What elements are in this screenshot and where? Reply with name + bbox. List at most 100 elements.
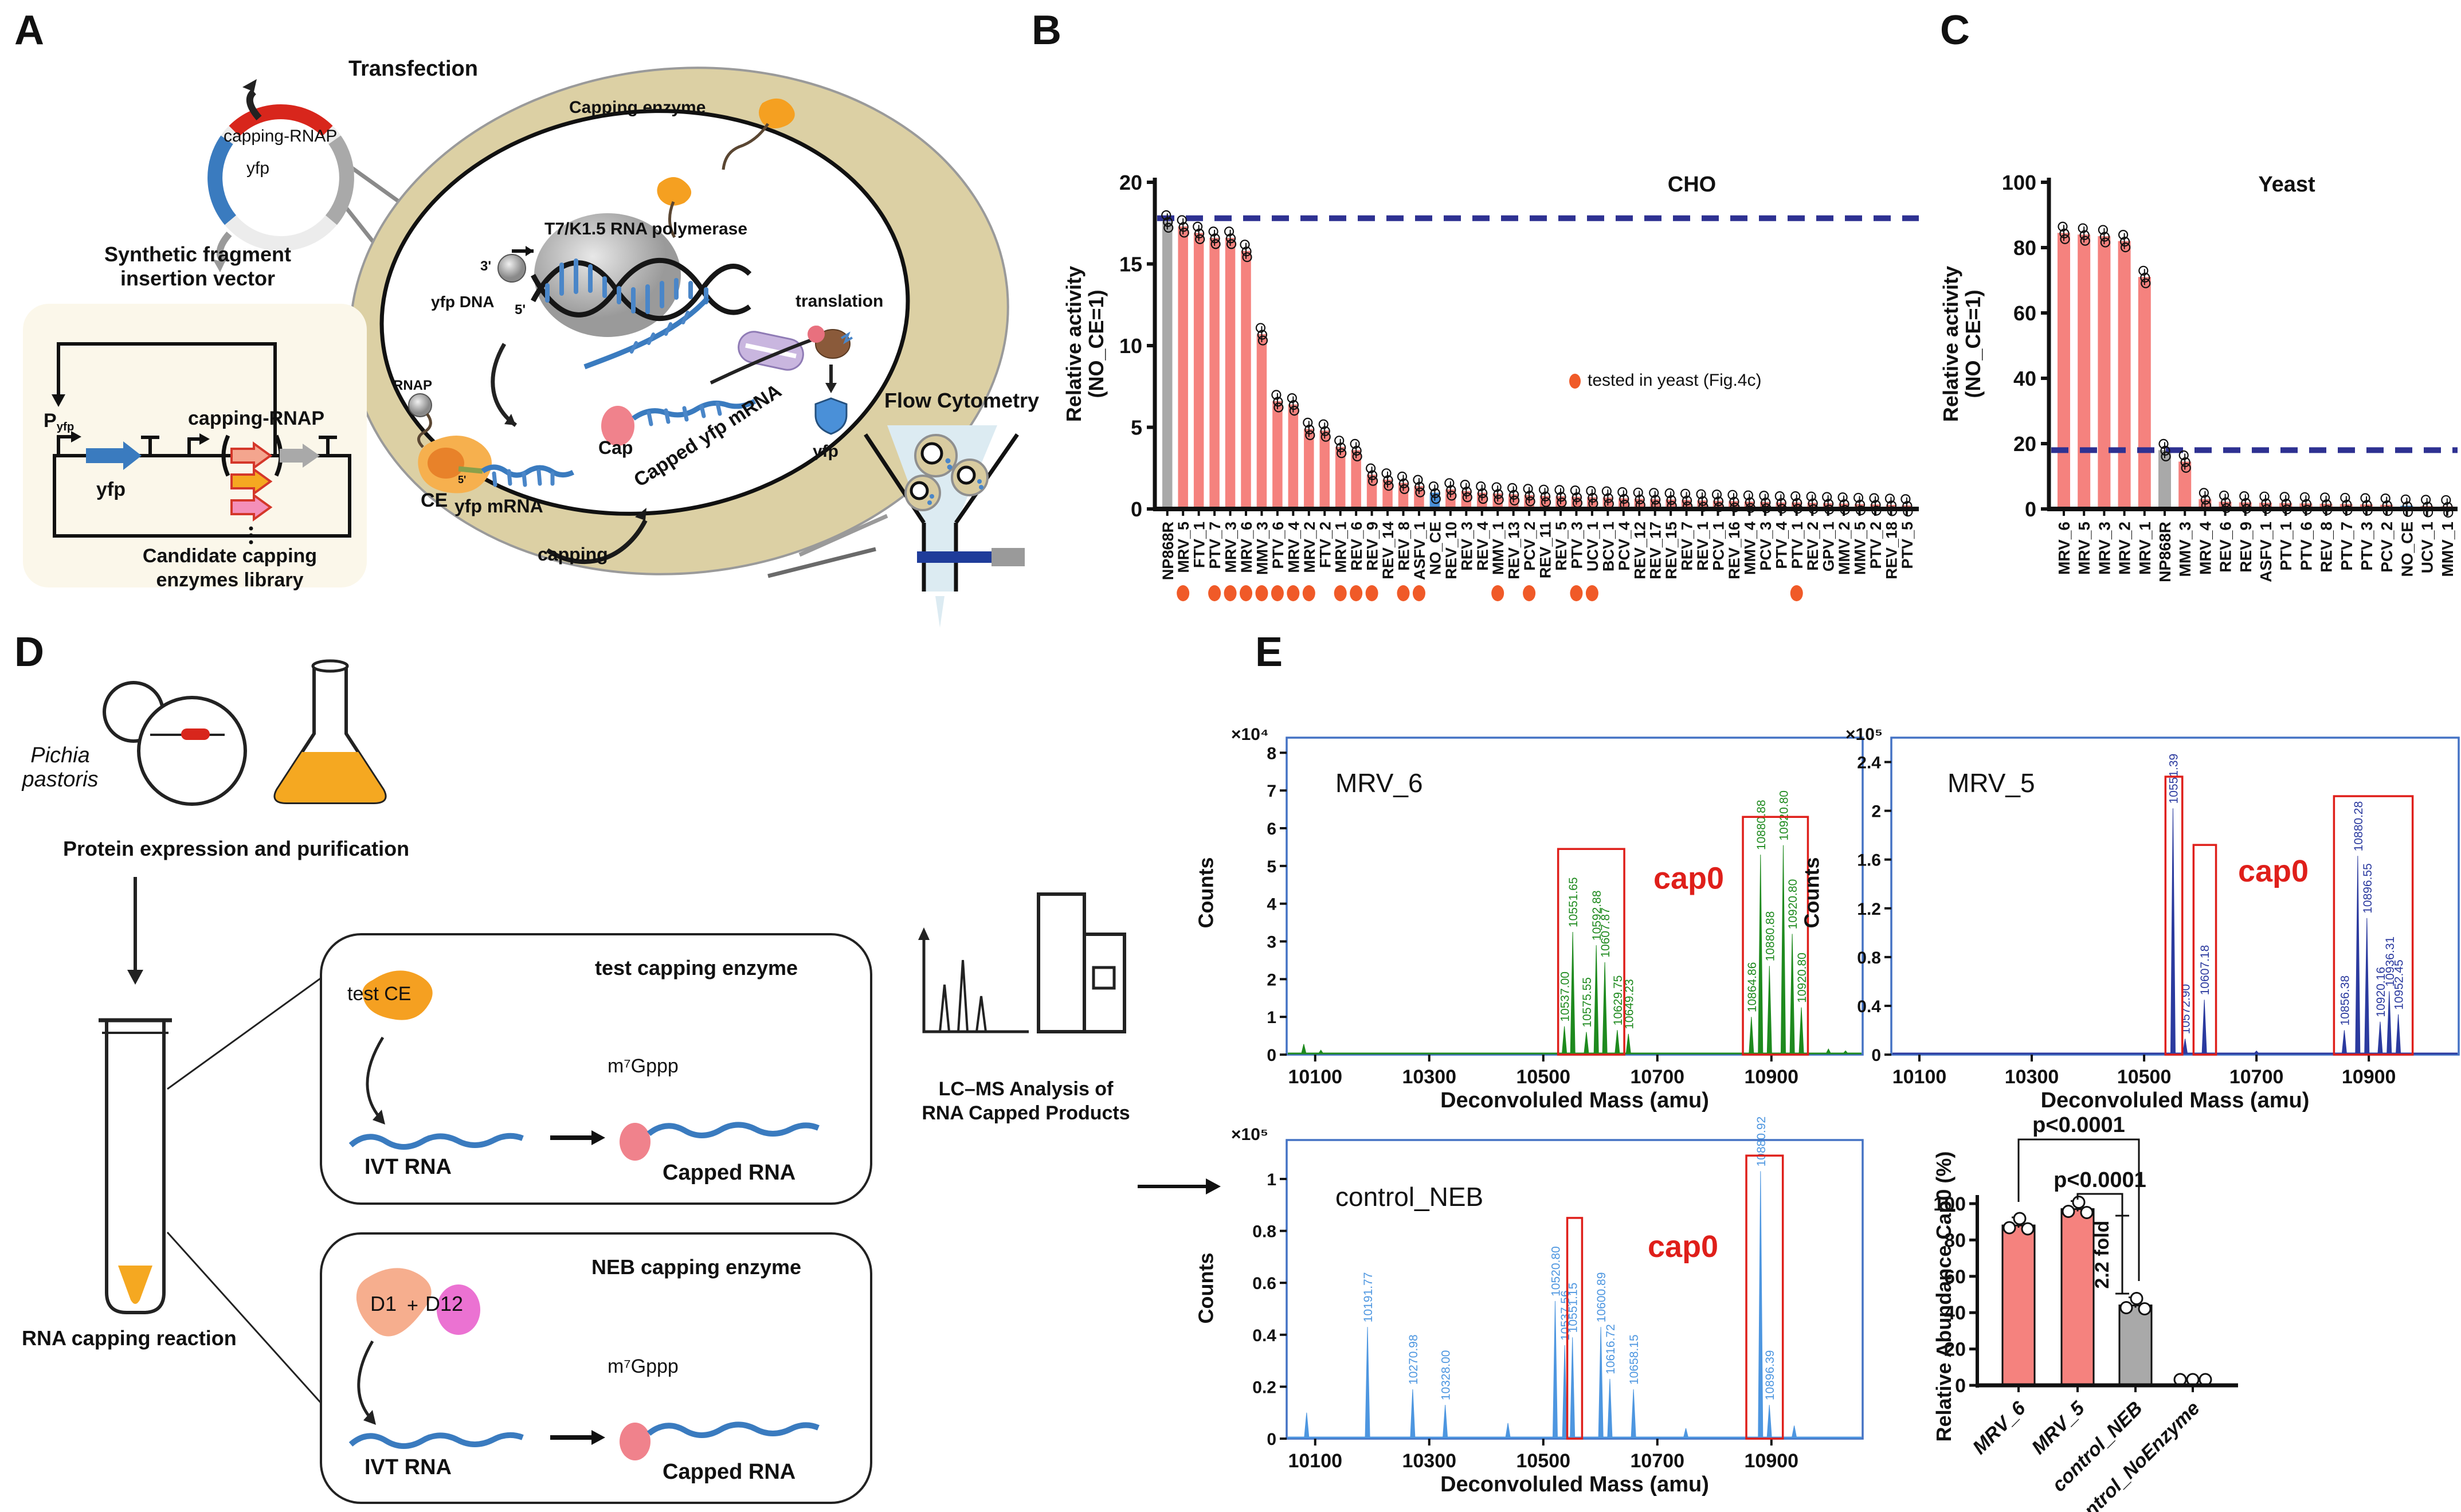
svg-text:MMV_3: MMV_3 — [2176, 522, 2194, 577]
plasmid-promoter-arrow — [246, 89, 262, 120]
svg-text:2.4: 2.4 — [1857, 754, 1881, 773]
svg-text:REV_8: REV_8 — [1396, 522, 1413, 571]
test-ce-label: test CE — [347, 983, 412, 1005]
svg-text:10551.39: 10551.39 — [2167, 754, 2180, 804]
flask-icon — [273, 659, 387, 804]
capping-promoter — [187, 437, 204, 456]
cap0-y-axis-label: Relative Abundance Cap0 (%) — [1932, 1151, 1956, 1442]
yfp-dna-label: yfp DNA — [431, 293, 495, 311]
svg-text:PCV_3: PCV_3 — [1757, 522, 1774, 571]
svg-text:REV_7: REV_7 — [1679, 522, 1696, 571]
svg-text:10270.98: 10270.98 — [1407, 1334, 1420, 1385]
rnap-label: RNAP — [393, 378, 433, 393]
svg-text:7: 7 — [1267, 782, 1276, 801]
cho-y-axis-label: Relative activity (NO_CE=1) — [1062, 201, 1109, 487]
svg-text:0.6: 0.6 — [1252, 1274, 1276, 1293]
cho-activity-chart: 05101520NP868RMRV_5FTV_1PTV_7MRV_3MRV_6M… — [1119, 171, 1919, 601]
fused-ce-icon — [657, 177, 692, 206]
svg-text:MRV_2: MRV_2 — [1301, 522, 1318, 573]
svg-text:10: 10 — [1119, 334, 1142, 358]
svg-text:PTV_7: PTV_7 — [1206, 522, 1224, 569]
svg-text:10920.80: 10920.80 — [1786, 879, 1800, 930]
svg-text:10551.15: 10551.15 — [1567, 1283, 1580, 1333]
export-arrow — [710, 335, 821, 385]
svg-text:MMV_4: MMV_4 — [1741, 522, 1758, 575]
svg-text:10700: 10700 — [1631, 1450, 1685, 1472]
svg-text:REV_17: REV_17 — [1647, 522, 1664, 579]
svg-text:MRV_1: MRV_1 — [2136, 522, 2154, 575]
yeast-cell-icon — [103, 681, 247, 806]
chromatogram-icon — [918, 927, 1029, 1033]
svg-text:10880.28: 10880.28 — [2352, 801, 2365, 852]
svg-text:10100: 10100 — [1288, 1450, 1342, 1472]
svg-text:REV_6: REV_6 — [1348, 522, 1365, 571]
test-capping-box — [320, 933, 872, 1205]
plasmid-capping-rnap-label: capping-RNAP — [224, 127, 338, 146]
svg-text:NP868R: NP868R — [2156, 522, 2174, 582]
yeast-ylabel-line2: (NO_CE=1) — [1961, 289, 1985, 398]
tube-sample — [118, 1266, 152, 1304]
panel-label-c: C — [1940, 7, 1970, 53]
mrna-five-prime-label: 5' — [458, 474, 467, 485]
svg-text:Deconvoluled Mass (amu): Deconvoluled Mass (amu) — [1440, 1472, 1709, 1497]
svg-text:0: 0 — [1871, 1046, 1881, 1065]
svg-text:0: 0 — [2025, 498, 2036, 521]
dna-strand-2 — [531, 257, 751, 318]
svg-text:10920.80: 10920.80 — [1796, 953, 1809, 1003]
svg-text:10616.72: 10616.72 — [1604, 1324, 1617, 1374]
svg-text:REV_1: REV_1 — [1694, 522, 1711, 571]
arrow-to-capping — [491, 343, 518, 427]
svg-text:20: 20 — [2013, 432, 2036, 456]
svg-text:10537.56: 10537.56 — [1559, 1290, 1572, 1341]
svg-text:10100: 10100 — [1288, 1066, 1342, 1088]
d1-blob — [356, 1268, 432, 1337]
svg-text:10880.88: 10880.88 — [1755, 800, 1768, 850]
tube-to-box1-line — [167, 976, 323, 1090]
svg-text:MRV_4: MRV_4 — [1285, 522, 1302, 573]
pyfp-p: P — [44, 410, 57, 432]
svg-text:MRV_5: MRV_5 — [1175, 522, 1192, 573]
yfp-mrna-strand — [481, 464, 575, 478]
ivt-rna-strand-1 — [348, 1133, 524, 1150]
ce-label: CE — [421, 489, 448, 511]
svg-text:NO_CE: NO_CE — [1427, 522, 1444, 575]
svg-text:MMV_5: MMV_5 — [1852, 522, 1869, 575]
svg-text:20: 20 — [1944, 1339, 1966, 1361]
svg-text:10537.00: 10537.00 — [1559, 972, 1572, 1022]
lcms-label-line1: LC–MS Analysis of — [938, 1078, 1114, 1100]
svg-text:REV_9: REV_9 — [2237, 522, 2255, 573]
svg-text:REV_5: REV_5 — [1553, 522, 1570, 571]
svg-text:10500: 10500 — [2117, 1066, 2172, 1088]
flow-cytometer — [864, 425, 1025, 628]
svg-text:2: 2 — [1871, 802, 1881, 821]
vector-panel-bg — [23, 304, 367, 587]
panel-label-b: B — [1032, 7, 1061, 53]
svg-text:REV_2: REV_2 — [1804, 522, 1821, 571]
svg-text:10936.31: 10936.31 — [2384, 937, 2397, 987]
svg-text:MRV_6: MRV_6 — [1969, 1397, 2031, 1459]
svg-text:40: 40 — [1944, 1302, 1966, 1324]
yeast-title: Yeast — [2258, 173, 2315, 197]
svg-text:10100: 10100 — [1892, 1066, 1947, 1088]
svg-text:10551.65: 10551.65 — [1567, 877, 1580, 927]
capping-enzyme-icon — [722, 98, 795, 170]
svg-text:10500: 10500 — [1516, 1450, 1570, 1472]
svg-text:PTV_3: PTV_3 — [2358, 522, 2376, 571]
capped-rna-strand-1 — [646, 1122, 820, 1138]
svg-text:10520.80: 10520.80 — [1549, 1246, 1562, 1296]
svg-text:PTV_6: PTV_6 — [2297, 522, 2315, 571]
ribosome-icon — [808, 326, 853, 359]
svg-text:1.6: 1.6 — [1857, 851, 1881, 870]
svg-text:cap0: cap0 — [1648, 1229, 1718, 1264]
plasmid-yfp-label: yfp — [246, 159, 270, 178]
svg-text:10952.45: 10952.45 — [2393, 959, 2406, 1010]
svg-text:10880.92: 10880.92 — [1755, 1117, 1768, 1167]
d1-label: D1 — [370, 1292, 397, 1315]
svg-text:PTV_1: PTV_1 — [2277, 522, 2295, 571]
mrv6-spectrum: 10100 10300 10500 10700 10900 Deconvoluled Ma… — [1267, 737, 1864, 1113]
svg-text:0: 0 — [1267, 1046, 1276, 1065]
cap-icon — [601, 406, 634, 446]
svg-text:10600.89: 10600.89 — [1595, 1272, 1608, 1323]
cell-in-funnel-3 — [904, 475, 941, 511]
